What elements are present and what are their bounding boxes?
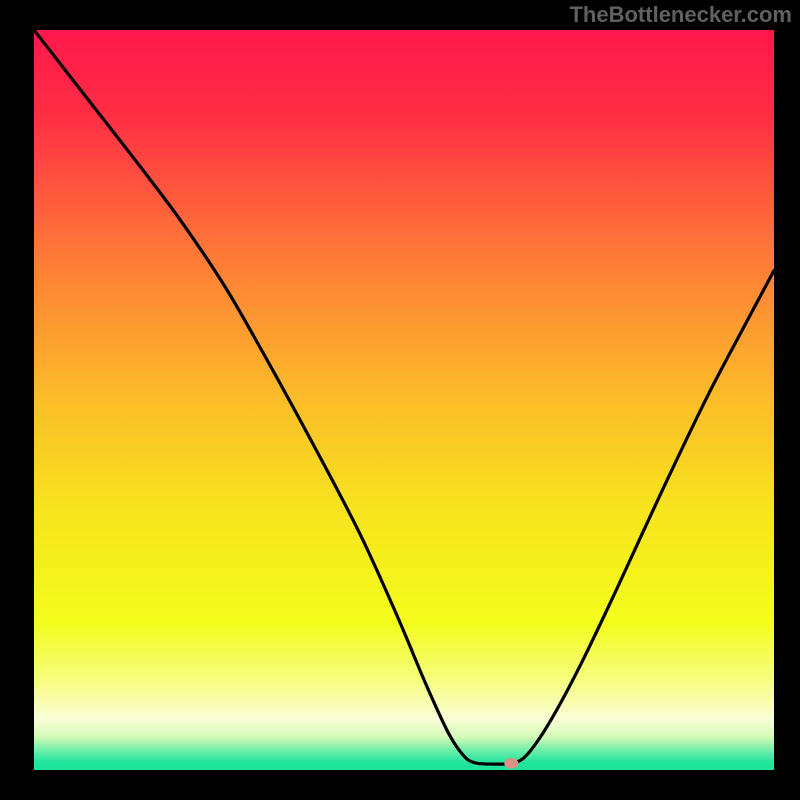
plot-area [34,30,774,770]
gradient-background [34,30,774,770]
chart-frame: TheBottlenecker.com [0,0,800,800]
chart-svg [34,30,774,770]
watermark-text: TheBottlenecker.com [569,2,792,28]
optimal-point-marker [504,758,518,769]
